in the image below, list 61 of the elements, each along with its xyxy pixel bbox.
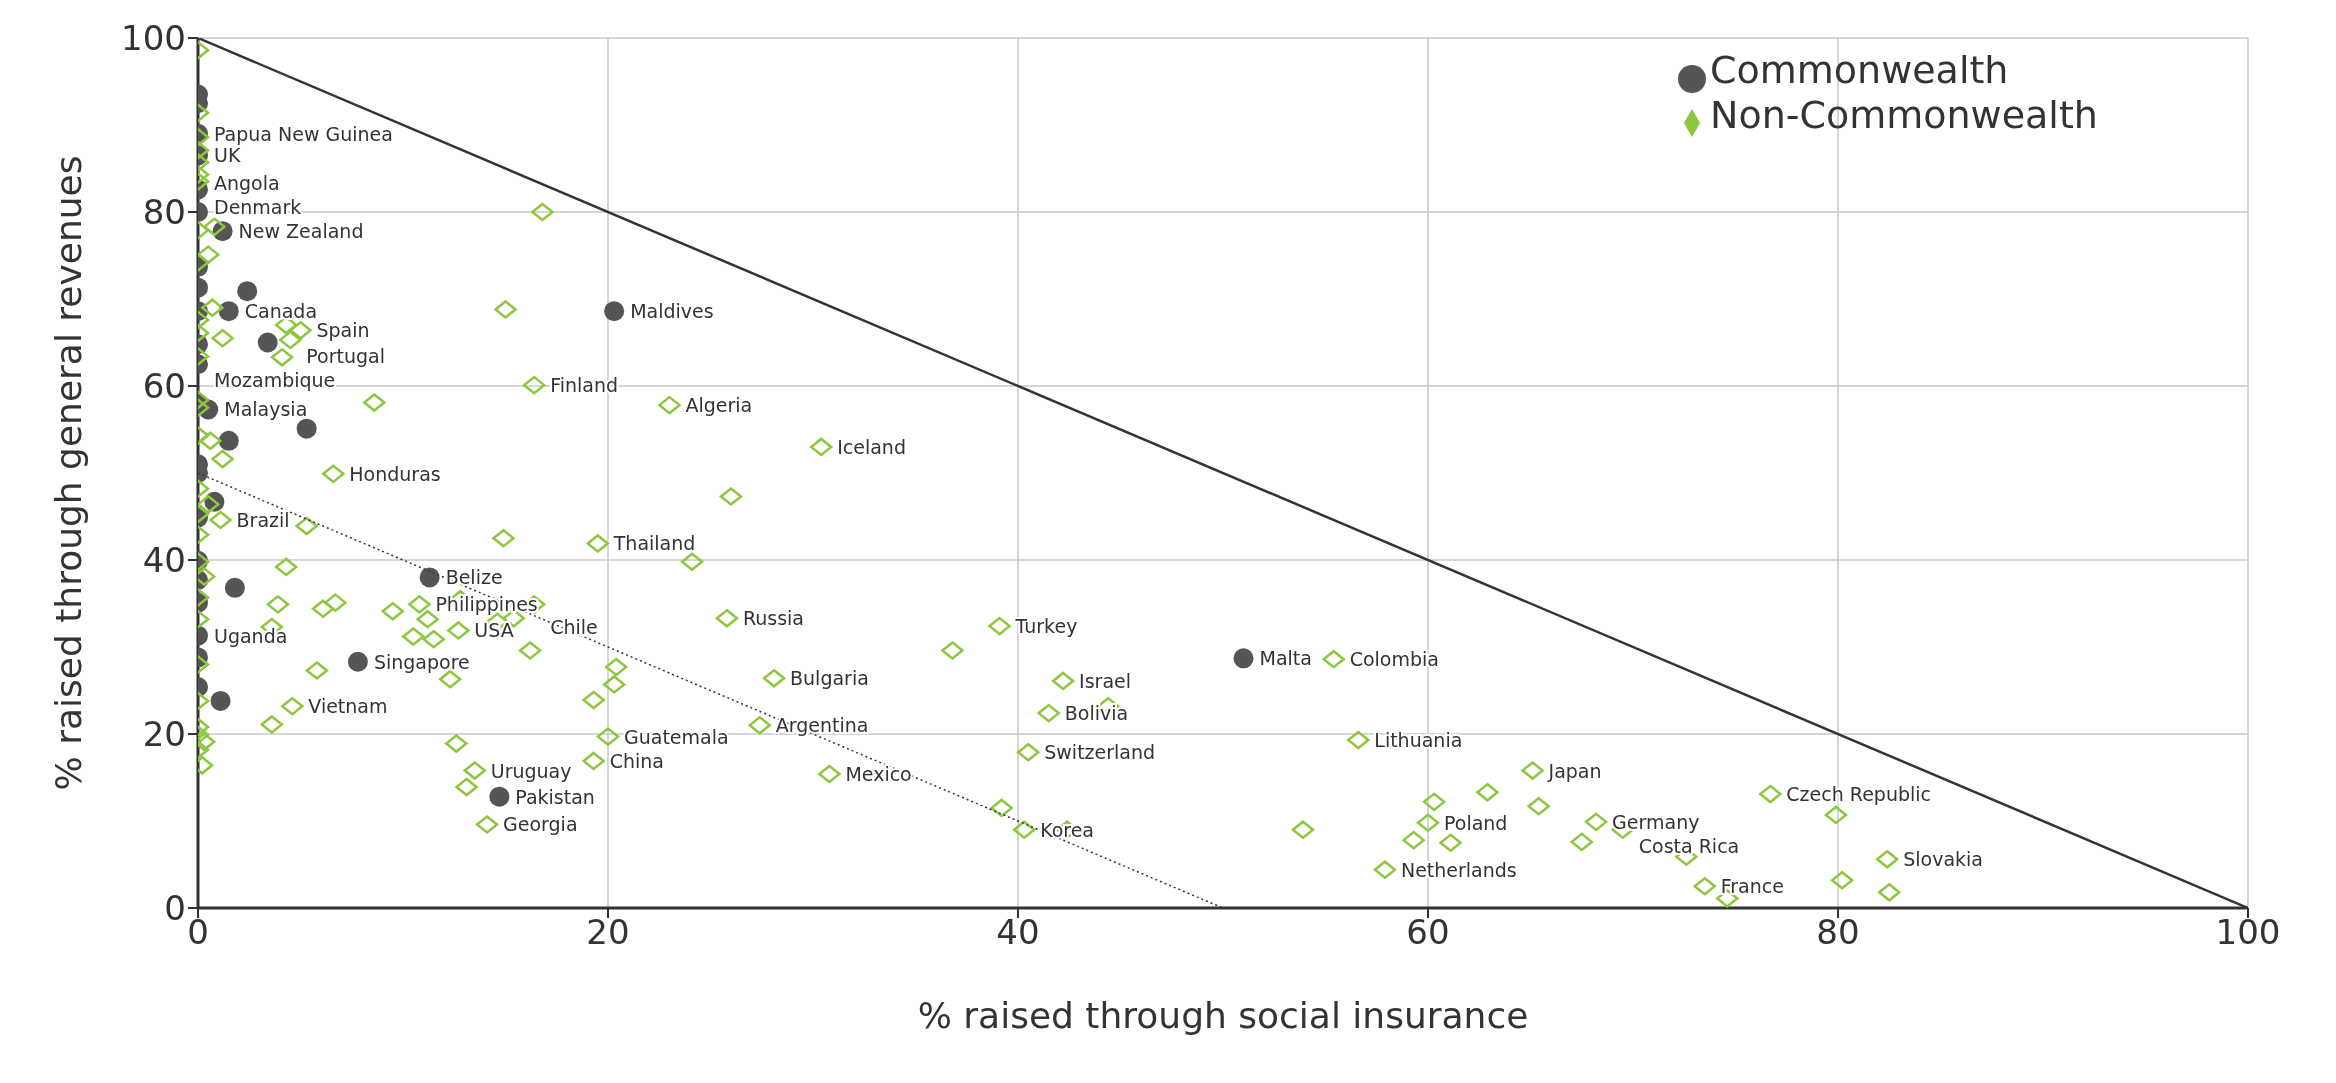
x-tick-label: 60	[1406, 912, 1450, 953]
annotation: Portugal	[306, 344, 385, 367]
x-axis-title: % raised through social insurance	[917, 995, 1529, 1036]
annotation: New Zealand	[238, 220, 364, 243]
annotation: Denmark	[214, 195, 302, 218]
y-tick-label: 40	[142, 540, 186, 581]
annotation: Colombia	[1349, 648, 1439, 671]
annotation: USA	[474, 619, 514, 642]
annotation: Bulgaria	[790, 667, 869, 690]
annotation: Singapore	[373, 650, 470, 673]
annotation: Mexico	[845, 763, 912, 786]
annotation: Vietnam	[308, 695, 388, 718]
annotation: Georgia	[503, 813, 578, 836]
annotation: Netherlands	[1400, 858, 1517, 881]
annotation: Costa Rica	[1638, 834, 1740, 857]
annotation: Switzerland	[1044, 741, 1156, 764]
annotation: Brazil	[236, 508, 290, 531]
annotation: Honduras	[349, 462, 441, 485]
annotation: Argentina	[775, 714, 869, 737]
y-tick-label: 100	[121, 18, 186, 59]
legend-label: Commonwealth	[1710, 48, 2009, 92]
annotation: Canada	[244, 300, 318, 323]
y-tick-label: 80	[142, 192, 186, 233]
annotation: Papua New Guinea	[214, 122, 393, 145]
annotation: Angola	[214, 171, 280, 194]
annotation: China	[609, 749, 664, 772]
annotation: France	[1720, 875, 1784, 898]
annotation: Finland	[550, 374, 619, 397]
x-tick-label: 20	[586, 912, 630, 953]
y-tick-label: 60	[142, 366, 186, 407]
annotation: Uganda	[214, 624, 288, 647]
annotation: Bolivia	[1064, 702, 1129, 725]
x-tick-label: 80	[1816, 912, 1860, 953]
annotation: Poland	[1444, 811, 1508, 834]
legend-label: Non-Commonwealth	[1710, 92, 2098, 137]
y-tick-label: 20	[142, 714, 186, 755]
annotation: Guatemala	[624, 725, 729, 748]
annotation: Slovakia	[1903, 848, 1983, 871]
annotation: Maldives	[630, 300, 714, 323]
annotation: Algeria	[685, 394, 753, 417]
annotation: Iceland	[837, 435, 906, 458]
annotation: Chile	[550, 616, 598, 639]
annotation: Belize	[445, 566, 503, 589]
annotation: Malta	[1259, 647, 1312, 670]
annotation: Uruguay	[490, 759, 572, 782]
annotation: Spain	[316, 319, 370, 342]
annotation: Turkey	[1014, 615, 1078, 638]
x-tick-label: 100	[2215, 912, 2281, 953]
annotation: Japan	[1547, 759, 1602, 782]
annotation: Israel	[1079, 669, 1132, 692]
annotation: Mozambique	[214, 369, 336, 392]
annotation: Thailand	[612, 532, 696, 555]
annotation: Germany	[1612, 810, 1700, 833]
y-axis-title: % raised through general revenues	[47, 155, 89, 791]
annotation: Pakistan	[515, 785, 595, 808]
x-tick-label: 40	[996, 912, 1040, 953]
annotation: Lithuania	[1374, 729, 1463, 752]
annotation: Czech Republic	[1786, 783, 1932, 806]
annotation: UK	[214, 144, 241, 167]
annotation: Malaysia	[224, 398, 308, 421]
annotation: Russia	[742, 607, 805, 630]
